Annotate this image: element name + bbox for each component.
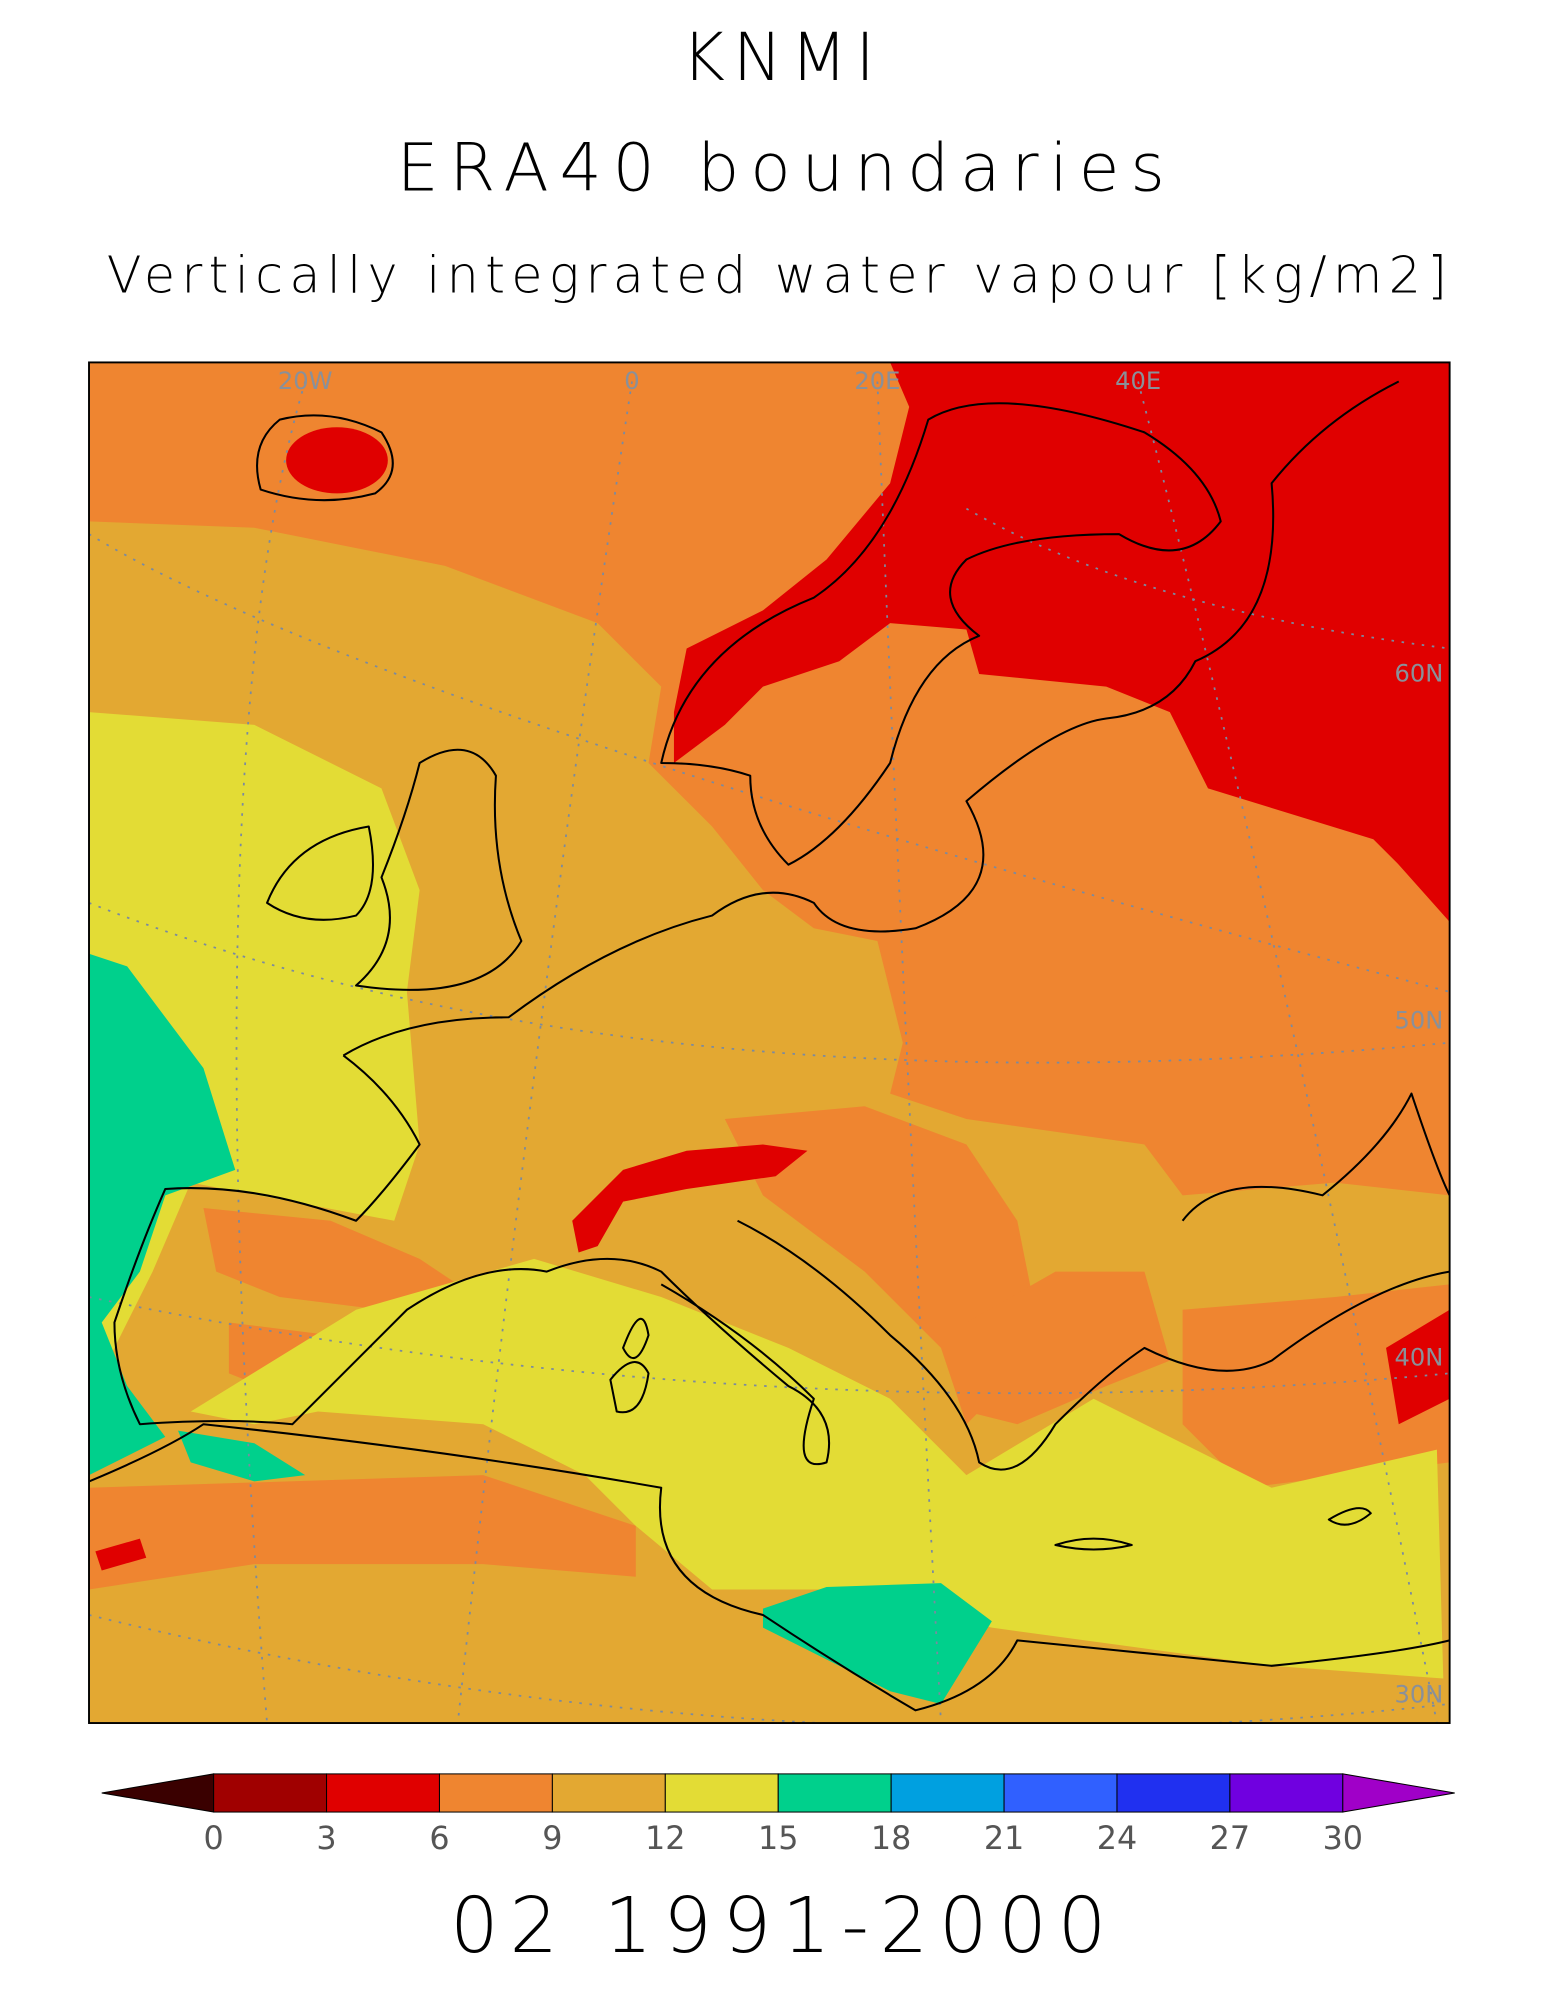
field-region bbox=[286, 427, 388, 494]
colorbar-segment bbox=[326, 1773, 440, 1813]
coastline bbox=[89, 1423, 1450, 1712]
colorbar-segment bbox=[1229, 1773, 1344, 1813]
colorbar-tick-label: 21 bbox=[984, 1820, 1024, 1857]
field-region bbox=[89, 953, 236, 1476]
colorbar-segment bbox=[664, 1773, 779, 1813]
colorbar-tick-label: 0 bbox=[204, 1820, 224, 1857]
coastline bbox=[266, 825, 374, 921]
colorbar-segment bbox=[777, 1773, 892, 1813]
coastline bbox=[660, 402, 1222, 866]
colorbar-over bbox=[1342, 1773, 1455, 1813]
variable-title: Vertically integrated water vapour [kg/m… bbox=[107, 245, 1447, 304]
field-region bbox=[178, 1430, 306, 1482]
field-region bbox=[95, 1538, 147, 1571]
grid-label: 30N bbox=[1394, 1681, 1443, 1709]
colorbar-tick-label: 24 bbox=[1097, 1820, 1137, 1857]
coastline bbox=[113, 1054, 831, 1466]
colorbar-tick-label: 18 bbox=[871, 1820, 911, 1857]
coastline bbox=[1181, 1092, 1450, 1222]
grid-label: 40E bbox=[1115, 367, 1161, 395]
grid-line bbox=[89, 902, 1450, 1064]
field-region bbox=[762, 1583, 992, 1704]
colorbar-under bbox=[101, 1773, 215, 1813]
colorbar-tick-label: 6 bbox=[429, 1820, 449, 1857]
grid-label: 20W bbox=[278, 367, 333, 395]
coastline bbox=[737, 1219, 1450, 1471]
map: 20W 0 20E 40E 60N 50N 40N 30N bbox=[88, 361, 1451, 1724]
coastline bbox=[342, 380, 1400, 1057]
grid-label: 20E bbox=[854, 367, 900, 395]
colorbar-segment bbox=[213, 1773, 328, 1813]
coastline bbox=[355, 748, 523, 991]
colorbar-tick-label: 27 bbox=[1210, 1820, 1250, 1857]
field-region bbox=[966, 1271, 1170, 1425]
colorbar-tick-label: 30 bbox=[1323, 1820, 1363, 1857]
map-frame bbox=[88, 361, 1451, 1724]
period-label: 02 1991-2000 bbox=[450, 1881, 1106, 1970]
colorbar-segment bbox=[438, 1773, 553, 1813]
title: KNMI bbox=[682, 19, 875, 96]
grid-line bbox=[89, 1296, 1450, 1395]
grid-label: 40N bbox=[1394, 1344, 1443, 1372]
grid-line bbox=[1137, 381, 1438, 1724]
grid-label: 60N bbox=[1394, 660, 1443, 688]
field-region bbox=[1386, 1309, 1450, 1425]
field-region bbox=[1182, 1284, 1450, 1488]
colorbar-segment bbox=[890, 1773, 1005, 1813]
coastline bbox=[609, 1317, 1372, 1551]
field-region bbox=[572, 1144, 808, 1253]
colorbar: 0 3 6 9 12 15 18 21 24 27 30 bbox=[101, 1773, 1455, 1857]
field-region bbox=[673, 362, 1450, 922]
coastline bbox=[256, 414, 394, 502]
colorbar-segment bbox=[1003, 1773, 1118, 1813]
field-region bbox=[89, 1475, 636, 1590]
subtitle: ERA40 boundaries bbox=[397, 130, 1165, 207]
colorbar-tick-label: 12 bbox=[645, 1820, 685, 1857]
field-region bbox=[724, 1106, 1043, 1425]
grid-label: 50N bbox=[1394, 1007, 1443, 1035]
colorbar-tick-label: 15 bbox=[758, 1820, 798, 1857]
colorbar-segment bbox=[551, 1773, 666, 1813]
grid-label: 0 bbox=[624, 367, 639, 395]
field-region bbox=[203, 1208, 458, 1310]
colorbar-segment bbox=[1116, 1773, 1231, 1813]
field-region bbox=[190, 1258, 1444, 1679]
colorbar-tick-label: 3 bbox=[316, 1820, 336, 1857]
colorbar-tick-label: 9 bbox=[542, 1820, 562, 1857]
field-region bbox=[89, 712, 420, 1399]
